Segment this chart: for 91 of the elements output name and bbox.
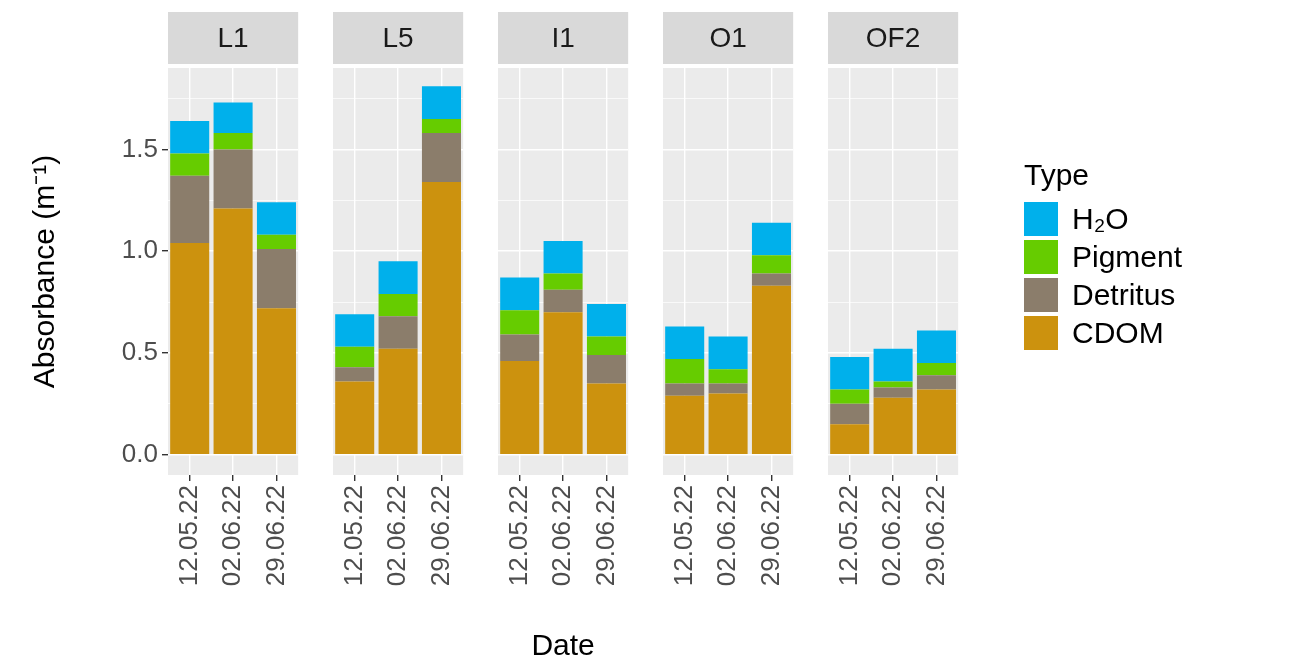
bar [543,289,583,313]
x-tick-label: 12.05.22 [667,485,698,587]
bar [421,118,461,134]
bar [213,102,253,134]
bar [708,369,748,384]
bar [830,403,870,425]
chart-title: OF2 [865,21,921,53]
bar [916,375,956,390]
bar [751,255,791,274]
x-tick-label: 12.05.22 [832,485,863,587]
x-tick-label: 02.06.22 [876,485,907,587]
x-tick-label: 12.05.22 [337,485,368,587]
bar [335,381,375,454]
bar [170,243,210,454]
bar [500,334,540,362]
bar [421,133,461,182]
bar [256,249,296,309]
bar [665,395,705,454]
bar [543,273,583,290]
chart-title: O1 [709,21,747,53]
bar [500,277,540,311]
y-tick-label: 0.0 [121,437,158,468]
bar [421,181,461,454]
legend-label: H₂O [1072,202,1129,236]
y-axis-title: Absorbance (m⁻¹) [27,154,61,389]
y-tick-label: 0.5 [121,336,158,367]
bar [665,383,705,396]
bar [378,348,418,454]
bar [708,336,748,370]
x-tick-label: 02.06.22 [381,485,412,587]
bar [421,86,461,119]
x-tick-label: 29.06.22 [259,485,290,587]
bar [916,330,956,364]
bar [378,293,418,317]
bar [378,316,418,349]
x-tick-label: 29.06.22 [424,485,455,587]
chart-title: I1 [551,21,575,53]
bar [751,222,791,256]
y-tick-label: 1.5 [121,132,158,163]
bar [830,424,870,454]
x-tick-label: 02.06.22 [216,485,247,587]
bar [213,208,253,454]
bar [170,175,210,244]
bar [586,354,626,384]
bar [665,359,705,384]
bar [378,261,418,294]
y-tick-label: 1.0 [121,234,158,265]
bar [586,336,626,355]
chart-title: L1 [217,21,249,53]
bar [213,133,253,150]
legend-label: CDOM [1072,316,1164,350]
x-tick-label: 02.06.22 [546,485,577,587]
legend-label: Pigment [1072,240,1183,274]
bar [335,346,375,368]
bar [830,389,870,404]
bar [256,308,296,454]
bar [213,149,253,209]
x-tick-label: 29.06.22 [754,485,785,587]
bar [708,393,748,454]
bar [586,383,626,454]
bar [543,240,583,274]
x-tick-label: 29.06.22 [589,485,620,587]
bar [751,273,791,286]
bar [873,348,913,382]
x-tick-label: 29.06.22 [919,485,950,587]
bar [873,397,913,454]
bar [873,387,913,398]
bar [500,310,540,335]
x-tick-label: 12.05.22 [502,485,533,587]
bar [586,304,626,337]
bar [543,312,583,454]
x-axis-title: Date [531,628,595,662]
bar [916,363,956,376]
bar [873,381,913,388]
x-tick-label: 12.05.22 [172,485,203,587]
bar [830,356,870,390]
x-tick-label: 02.06.22 [711,485,742,587]
bar [170,120,210,154]
legend-label: Detritus [1072,278,1176,312]
bar [170,153,210,176]
bar [256,234,296,250]
bar [751,285,791,454]
bar [665,326,705,360]
chart-title: L5 [382,21,414,53]
bar [500,361,540,454]
bar [916,389,956,454]
bar [708,383,748,394]
legend-title: Type [1024,158,1091,192]
bar [256,202,296,235]
bar [335,314,375,347]
bar [335,367,375,382]
